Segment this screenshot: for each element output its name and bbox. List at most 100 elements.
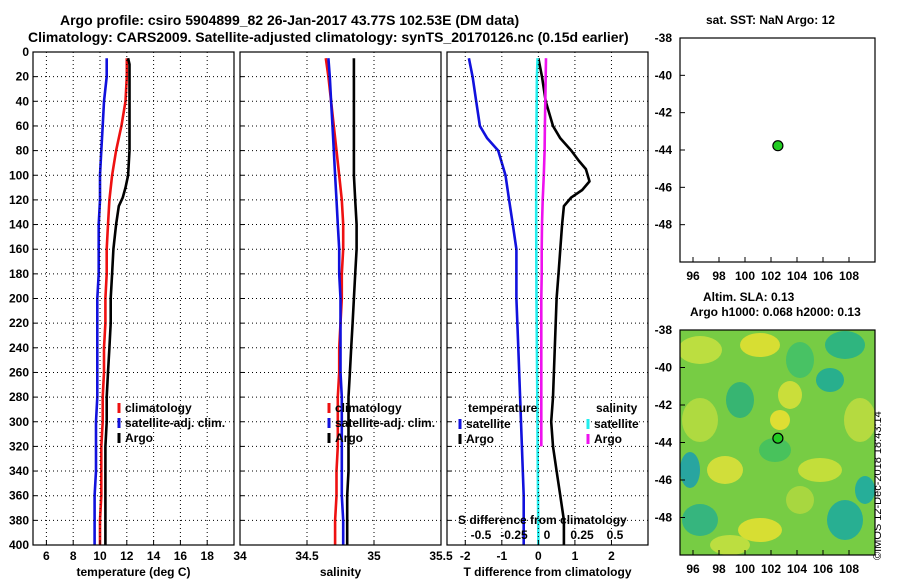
depth-tick-label: 80 — [16, 144, 30, 158]
salinity-legend-label: satellite-adj. clim. — [335, 416, 435, 430]
sla-blob — [680, 336, 722, 364]
salinity-xtick-label: 35.5 — [429, 549, 453, 563]
sla-map-ytick-label: -44 — [655, 436, 673, 450]
temperature-xtick-label: 18 — [201, 549, 215, 563]
sst-map-xtick-label: 104 — [787, 269, 807, 283]
salinity-legend-label: Argo — [335, 431, 363, 445]
differences-xtick-label: 1 — [572, 549, 579, 563]
temperature-legend-label: climatology — [125, 401, 192, 415]
temperature-xtick-label: 10 — [93, 549, 107, 563]
sla-map-subtitle: Argo h1000: 0.068 h2000: 0.13 — [690, 305, 861, 319]
sst-map-xtick-label: 106 — [813, 269, 833, 283]
sla-map-ytick-label: -48 — [655, 511, 673, 525]
temperature-xtick-label: 16 — [174, 549, 188, 563]
sla-map-xtick-label: 104 — [787, 562, 807, 576]
diff-legend-label: Argo — [594, 432, 622, 446]
sla-blob — [786, 486, 814, 514]
sla-map-xtick-label: 98 — [712, 562, 726, 576]
sla-map-xtick-label: 106 — [813, 562, 833, 576]
sst-map-ytick-label: -38 — [655, 31, 673, 45]
depth-tick-label: 400 — [9, 538, 29, 552]
diff-x2label: S difference from climatology — [458, 513, 627, 527]
sst-map-ytick-label: -46 — [655, 180, 673, 194]
sla-blob — [798, 458, 842, 482]
differences-xlabel: T difference from climatology — [463, 565, 631, 579]
temperature-xlabel: temperature (deg C) — [76, 565, 190, 579]
sla-blob — [786, 342, 814, 378]
salinity-xtick-label: 35 — [367, 549, 381, 563]
temperature-legend-label: Argo — [125, 431, 153, 445]
sla-map-argo-point — [772, 432, 784, 444]
sst-map-ytick-label: -44 — [655, 143, 673, 157]
depth-tick-label: 40 — [16, 94, 30, 108]
sla-map-ytick-label: -42 — [655, 398, 673, 412]
sla-blob — [770, 410, 790, 430]
depth-tick-label: 360 — [9, 489, 29, 503]
temperature-xtick-label: 6 — [43, 549, 50, 563]
sla-blob — [855, 476, 875, 504]
differences-xtick-label: 2 — [608, 549, 615, 563]
sla-blob — [759, 438, 791, 462]
depth-tick-label: 280 — [9, 390, 29, 404]
depth-tick-label: 340 — [9, 464, 29, 478]
sla-map-title: Altim. SLA: 0.13 — [703, 290, 795, 304]
diff-legend-label: Argo — [466, 432, 494, 446]
diff-legend-label: satellite — [466, 417, 511, 431]
sla-blob — [740, 333, 780, 357]
sla-blob — [778, 381, 802, 409]
sla-blob — [738, 518, 782, 542]
sst-map-ytick-label: -40 — [655, 68, 673, 82]
diff-x2tick-label: -0.5 — [471, 528, 492, 542]
salinity-xtick-label: 34 — [233, 549, 247, 563]
depth-tick-label: 240 — [9, 341, 29, 355]
sla-map-xtick-label: 96 — [686, 562, 700, 576]
salinity-xlabel: salinity — [320, 565, 362, 579]
differences-line-temperature-satellite — [467, 57, 526, 545]
temperature-line-argo — [104, 57, 131, 545]
sla-map-xtick-label: 100 — [735, 562, 755, 576]
sla-map-xtick-label: 102 — [761, 562, 781, 576]
depth-tick-label: 200 — [9, 292, 29, 306]
diff-x2tick-label: -0.25 — [500, 528, 528, 542]
diff-x2tick-label: 0.5 — [607, 528, 624, 542]
sla-map-xtick-label: 108 — [839, 562, 859, 576]
depth-tick-label: 320 — [9, 439, 29, 453]
depth-tick-label: 140 — [9, 218, 29, 232]
sst-map-argo-point — [772, 140, 784, 152]
figure-title-line2: Climatology: CARS2009. Satellite-adjuste… — [28, 29, 629, 45]
depth-tick-label: 180 — [9, 267, 29, 281]
depth-tick-label: 100 — [9, 168, 29, 182]
sst-map-xtick-label: 96 — [686, 269, 700, 283]
sst-map-title: sat. SST: NaN Argo: 12 — [706, 13, 835, 27]
temperature-line-climatology — [98, 58, 129, 545]
depth-tick-label: 120 — [9, 193, 29, 207]
diff-legend-title: temperature — [468, 401, 538, 415]
sst-map-ytick-label: -42 — [655, 106, 673, 120]
differences-xtick-label: -2 — [460, 549, 471, 563]
depth-tick-label: 380 — [9, 513, 29, 527]
depth-tick-label: 220 — [9, 316, 29, 330]
sla-blob — [707, 456, 743, 484]
temperature-xtick-label: 12 — [120, 549, 134, 563]
sla-blob — [710, 535, 750, 555]
sla-map-ytick-label: -46 — [655, 473, 673, 487]
differences-xtick-label: 0 — [535, 549, 542, 563]
temperature-xtick-label: 8 — [70, 549, 77, 563]
depth-tick-label: 260 — [9, 365, 29, 379]
sla-blob — [726, 382, 754, 418]
sla-blob — [825, 331, 865, 359]
sla-blob — [844, 398, 875, 442]
diff-x2tick-label: 0 — [544, 528, 551, 542]
sst-map-xtick-label: 98 — [712, 269, 726, 283]
sla-blob — [827, 500, 863, 540]
differences-line-salinity-argo — [539, 58, 548, 447]
sla-map-ytick-label: -40 — [655, 361, 673, 375]
sst-map-xtick-label: 100 — [735, 269, 755, 283]
depth-tick-label: 60 — [16, 119, 30, 133]
sst-map-xtick-label: 102 — [761, 269, 781, 283]
diff-x2tick-label: 0.25 — [570, 528, 594, 542]
temperature-xtick-label: 14 — [147, 549, 161, 563]
differences-line-temperature-argo — [537, 57, 591, 545]
diff-legend-label: satellite — [594, 417, 639, 431]
temperature-legend-label: satellite-adj. clim. — [125, 416, 225, 430]
